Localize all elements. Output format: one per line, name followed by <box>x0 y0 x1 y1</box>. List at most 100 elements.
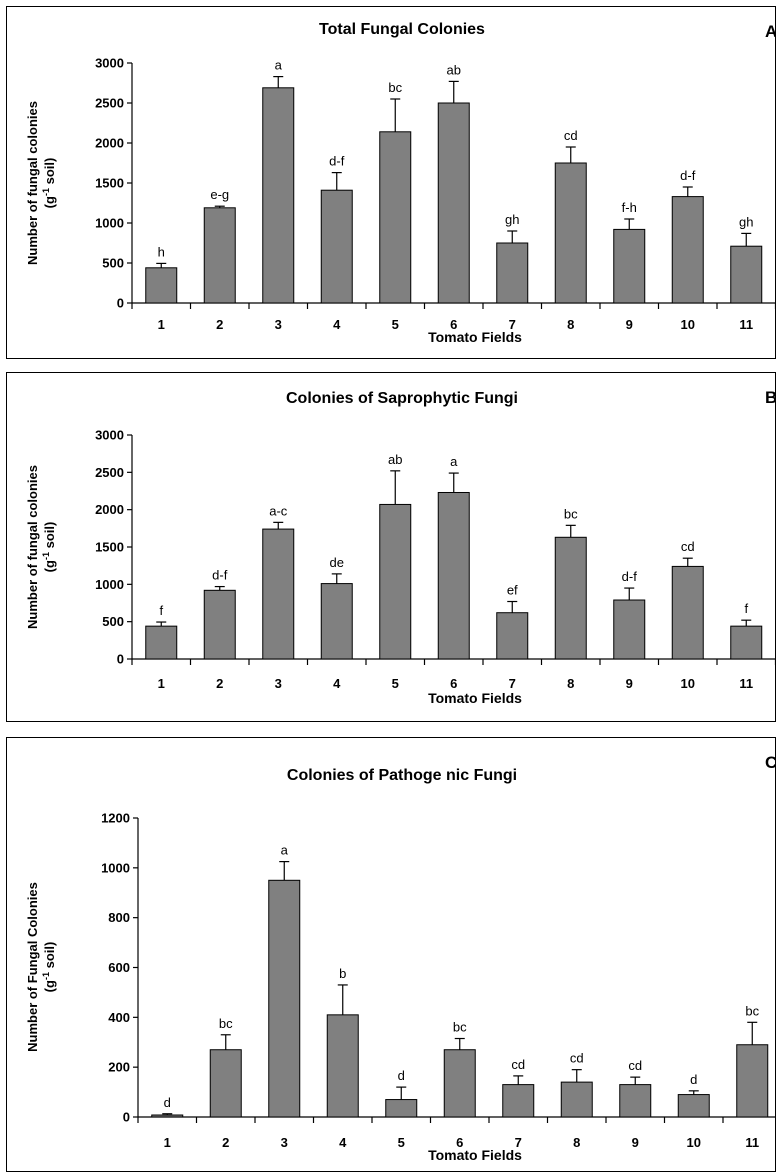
x-tick-label: 9 <box>626 317 633 332</box>
significance-label: a <box>275 58 283 73</box>
panel-tag: C <box>765 753 776 772</box>
significance-label: cd <box>570 1051 584 1066</box>
x-tick-label: 1 <box>158 676 165 691</box>
x-tick-label: 8 <box>567 317 574 332</box>
chart-title: Colonies of Pathoge nic Fungi <box>287 767 517 784</box>
bar <box>379 503 412 660</box>
y-tick-label: 2500 <box>95 96 124 111</box>
significance-label: f <box>159 603 163 618</box>
y-tick-label: 2000 <box>95 502 124 517</box>
y-tick-label: 800 <box>108 910 130 925</box>
y-tick-label: 600 <box>108 960 130 975</box>
x-tick-label: 3 <box>275 317 282 332</box>
significance-label: b <box>339 966 346 981</box>
chart-title: Total Fungal Colonies <box>319 21 485 38</box>
significance-label: a <box>450 454 458 469</box>
y-tick-label: 1000 <box>95 577 124 592</box>
bar <box>262 87 295 304</box>
bar <box>151 1114 184 1118</box>
bar <box>262 528 295 660</box>
significance-label: d <box>398 1068 405 1083</box>
chart-panel-c: Colonies of Pathoge nic Fungi C Number of … <box>6 737 776 1172</box>
bar <box>320 189 353 304</box>
y-tick-label: 0 <box>117 652 124 667</box>
significance-label: ef <box>507 583 518 598</box>
y-tick-label: 1000 <box>95 216 124 231</box>
x-tick-label: 1 <box>158 317 165 332</box>
y-tick-label: 2000 <box>95 136 124 151</box>
y-tick-label: 500 <box>102 256 124 271</box>
y-tick-label: 3000 <box>95 56 124 71</box>
bar <box>203 589 236 660</box>
bar <box>379 131 412 304</box>
bar <box>730 625 763 660</box>
x-tick-label: 6 <box>456 1135 463 1150</box>
x-tick-label: 11 <box>739 676 753 691</box>
significance-label: d-f <box>680 168 696 183</box>
significance-label: cd <box>628 1058 642 1073</box>
significance-label: d-f <box>212 568 228 583</box>
significance-label: bc <box>388 80 402 95</box>
bar <box>326 1014 359 1118</box>
bar <box>613 599 646 660</box>
bar <box>671 565 704 660</box>
bar <box>496 612 529 660</box>
x-tick-label: 4 <box>339 1135 347 1150</box>
y-tick-label: 400 <box>108 1010 130 1025</box>
y-tick-label: 0 <box>117 296 124 311</box>
significance-label: bc <box>453 1020 467 1035</box>
y-tick-label: 1500 <box>95 540 124 555</box>
bar <box>268 879 301 1118</box>
significance-label: cd <box>511 1057 525 1072</box>
bar <box>502 1084 535 1118</box>
bar <box>145 625 178 660</box>
x-tick-label: 3 <box>281 1135 288 1150</box>
bar <box>385 1099 418 1118</box>
chart-b: Colonies of Saprophytic Fungi B Number of … <box>25 388 775 706</box>
bar <box>736 1044 769 1118</box>
significance-label: f-h <box>622 200 637 215</box>
bar <box>203 207 236 304</box>
bar <box>560 1081 593 1118</box>
panel-tag: A <box>765 22 776 41</box>
y-axis-label: Number of fungal colonies (g-1 soil) <box>25 465 57 629</box>
y-tick-label: 1000 <box>101 860 130 875</box>
x-tick-label: 11 <box>739 317 753 332</box>
significance-label: d <box>690 1072 697 1087</box>
x-tick-label: 4 <box>333 317 341 332</box>
x-tick-label: 10 <box>681 676 695 691</box>
y-tick-label: 200 <box>108 1060 130 1075</box>
bar <box>677 1094 710 1118</box>
bar <box>613 228 646 304</box>
chart-a: Total Fungal Colonies A Number of fungal c… <box>25 21 776 345</box>
chart-panel-a: Total Fungal Colonies A Number of fungal c… <box>6 6 776 359</box>
significance-label: d <box>164 1095 171 1110</box>
x-tick-label: 8 <box>573 1135 580 1150</box>
significance-label: bc <box>564 506 578 521</box>
bar <box>437 491 470 660</box>
x-tick-label: 5 <box>392 317 399 332</box>
y-tick-label: 2500 <box>95 465 124 480</box>
chart-title: Colonies of Saprophytic Fungi <box>286 390 518 407</box>
y-tick-label: 3000 <box>95 428 124 443</box>
significance-label: cd <box>681 539 695 554</box>
chart-panel-b: Colonies of Saprophytic Fungi B Number of … <box>6 372 776 722</box>
bar <box>209 1049 242 1118</box>
significance-label: d-f <box>622 569 638 584</box>
significance-label: bc <box>745 1003 759 1018</box>
x-tick-label: 10 <box>687 1135 701 1150</box>
bar <box>443 1049 476 1118</box>
bar <box>619 1084 652 1118</box>
bar <box>554 162 587 304</box>
y-tick-label: 0 <box>123 1110 130 1125</box>
significance-label: de <box>330 555 344 570</box>
x-tick-label: 2 <box>222 1135 229 1150</box>
y-tick-label: 500 <box>102 614 124 629</box>
x-tick-label: 4 <box>333 676 341 691</box>
x-tick-label: 10 <box>681 317 695 332</box>
x-tick-label: 3 <box>275 676 282 691</box>
bar <box>671 196 704 304</box>
x-tick-label: 9 <box>626 676 633 691</box>
significance-label: gh <box>505 212 519 227</box>
chart-c: Colonies of Pathoge nic Fungi C Number of … <box>25 753 776 1163</box>
